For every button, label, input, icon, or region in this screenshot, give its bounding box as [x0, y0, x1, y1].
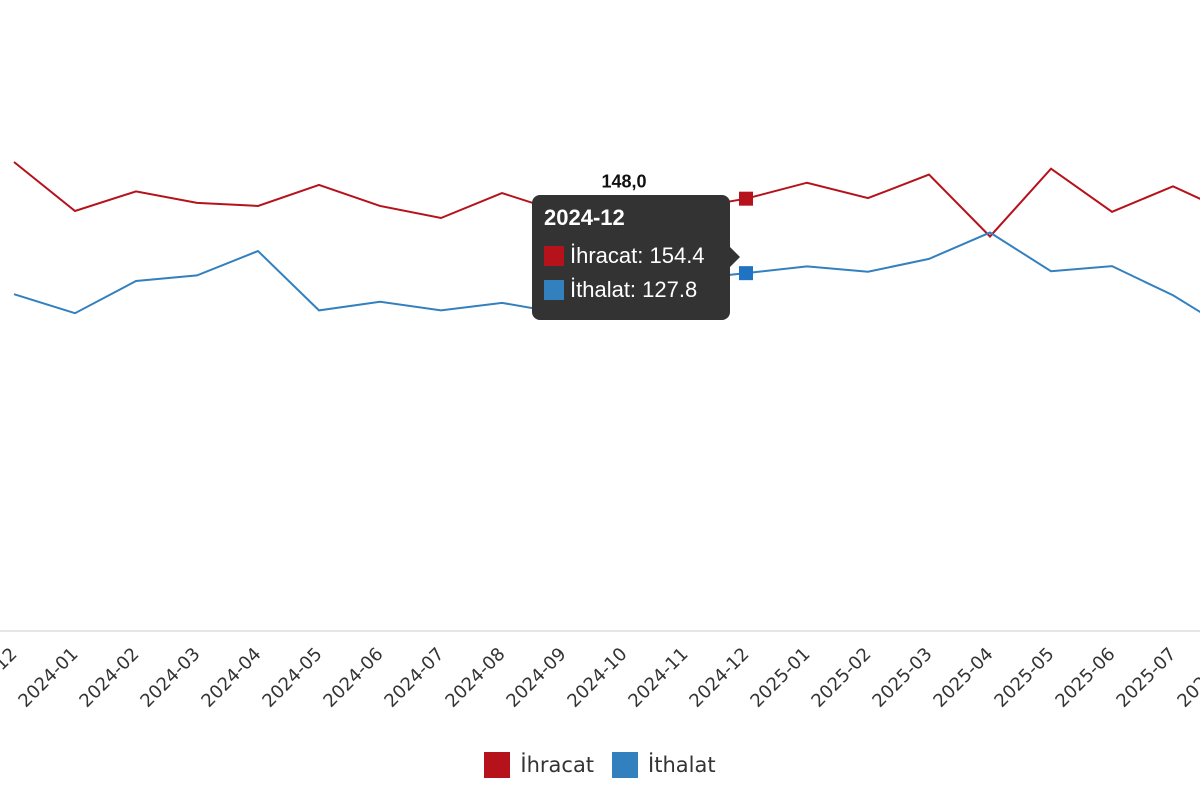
- legend: İhracat İthalat: [0, 752, 1200, 778]
- x-tick-label: 2025-04: [929, 644, 997, 712]
- x-tick-label: 2025-05: [990, 644, 1058, 712]
- legend-item-ithalat[interactable]: İthalat: [612, 752, 716, 778]
- x-tick-label: 2024-08: [441, 644, 509, 712]
- legend-label-ihracat: İhracat: [520, 753, 595, 777]
- x-tick-label: 2025-01: [746, 644, 814, 712]
- tooltip-label-ihracat: İhracat: 154.4: [570, 243, 705, 268]
- hover-marker-ithalat[interactable]: [739, 266, 753, 281]
- x-tick-label: 2024-11: [624, 644, 692, 712]
- x-tick-label: 2024-06: [319, 644, 387, 712]
- hover-marker-ihracat[interactable]: [739, 191, 753, 206]
- x-tick-label: 2024-07: [380, 644, 448, 712]
- x-tick-label: 2025-06: [1051, 644, 1119, 712]
- x-tick-label: 2025-08: [1173, 644, 1200, 712]
- x-tick-label: 2024-01: [14, 644, 82, 712]
- x-tick-label: 2024-02: [75, 644, 143, 712]
- legend-swatch-ithalat: [612, 752, 639, 778]
- tooltip-row-ihracat: İhracat: 154.4: [544, 243, 718, 269]
- x-tick-label: 2024-09: [502, 644, 570, 712]
- x-tick-label: 2025-03: [868, 644, 936, 712]
- x-tick-label: 2024-05: [258, 644, 326, 712]
- x-tick-label: 2024-03: [136, 644, 204, 712]
- tooltip-row-ithalat: İthalat: 127.8: [544, 277, 718, 303]
- legend-item-ihracat[interactable]: İhracat: [484, 752, 594, 778]
- x-tick-label: 2024-10: [563, 644, 631, 712]
- tooltip: 2024-12 İhracat: 154.4 İthalat: 127.8: [532, 195, 740, 320]
- x-axis-ticks: 2023-122024-012024-022024-032024-042024-…: [0, 644, 1200, 712]
- data-label: 148,0: [601, 172, 646, 192]
- tooltip-title: 2024-12: [544, 205, 625, 230]
- x-tick-label: 2024-12: [685, 644, 753, 712]
- tooltip-swatch-ithalat: [544, 280, 564, 300]
- x-tick-label: 2025-02: [807, 644, 875, 712]
- legend-swatch-ihracat: [484, 752, 511, 778]
- tooltip-label-ithalat: İthalat: 127.8: [570, 277, 698, 302]
- legend-label-ithalat: İthalat: [648, 753, 716, 777]
- tooltip-swatch-ihracat: [544, 246, 564, 266]
- x-tick-label: 2025-07: [1112, 644, 1180, 712]
- x-tick-label: 2024-04: [197, 644, 265, 712]
